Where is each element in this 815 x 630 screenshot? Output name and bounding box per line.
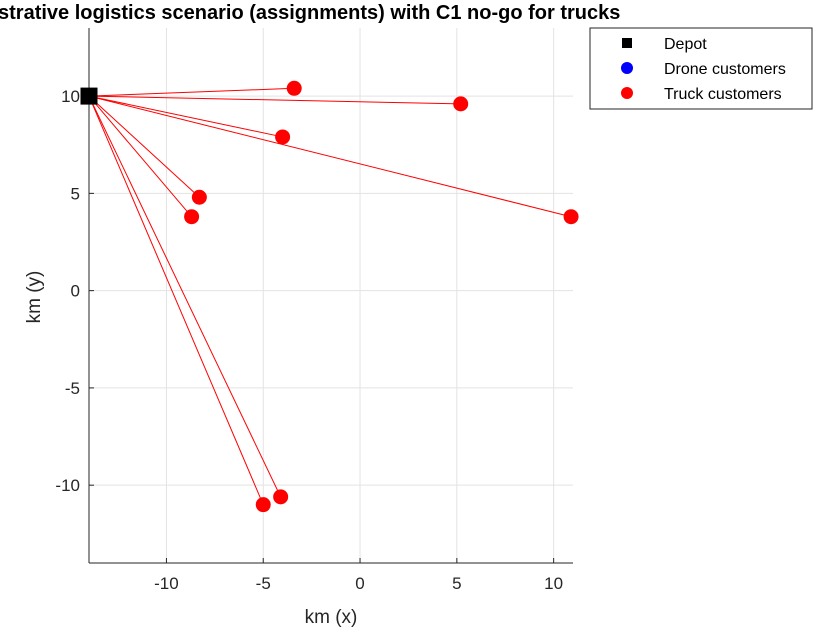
chart-title: strative logistics scenario (assignments…	[0, 2, 620, 24]
customer-point	[273, 489, 289, 505]
legend-label: Truck customers	[664, 86, 782, 103]
route-line	[88, 95, 461, 105]
x-tick-label: 10	[544, 574, 563, 593]
axes	[88, 28, 573, 564]
y-axis-label: km (y)	[24, 271, 45, 324]
customer-point	[191, 189, 207, 205]
x-tick-label: -5	[256, 574, 271, 593]
route-line	[88, 95, 192, 218]
depot-marker	[80, 87, 98, 105]
x-tick-labels: -10 -5 0 5 10	[154, 574, 563, 593]
y-tick-label: -5	[65, 379, 80, 398]
route-line	[88, 95, 283, 138]
grid-lines	[89, 28, 573, 563]
legend-marker-circle	[621, 62, 633, 74]
customer-point	[286, 80, 302, 96]
depot-marker-group	[80, 87, 98, 105]
route-line	[88, 95, 264, 505]
x-tick-label: -10	[154, 574, 179, 593]
route-lines	[88, 87, 572, 505]
legend-marker-square	[622, 38, 632, 48]
legend: Depot Drone customers Truck customers	[589, 27, 813, 110]
x-tick-label: 5	[452, 574, 461, 593]
legend-marker-circle	[621, 87, 633, 99]
route-line	[88, 95, 200, 198]
customer-point	[255, 497, 271, 513]
x-axis-label: km (x)	[305, 607, 358, 628]
y-tick-label: 10	[61, 87, 80, 106]
customer-point	[184, 209, 200, 225]
x-tick-label: 0	[355, 574, 364, 593]
customer-point	[275, 129, 291, 145]
y-tick-label: -10	[55, 476, 80, 495]
data-points	[184, 80, 579, 513]
route-line	[88, 95, 282, 498]
route-line	[88, 95, 572, 218]
plot-background	[89, 28, 573, 563]
customer-point	[453, 96, 469, 112]
legend-label: Depot	[664, 36, 707, 53]
route-line	[88, 87, 295, 97]
customer-point	[563, 209, 579, 225]
y-tick-labels: -10 -5 0 5 10	[55, 87, 80, 495]
legend-label: Drone customers	[664, 61, 786, 78]
y-tick-label: 0	[71, 282, 80, 301]
y-tick-label: 5	[71, 184, 80, 203]
